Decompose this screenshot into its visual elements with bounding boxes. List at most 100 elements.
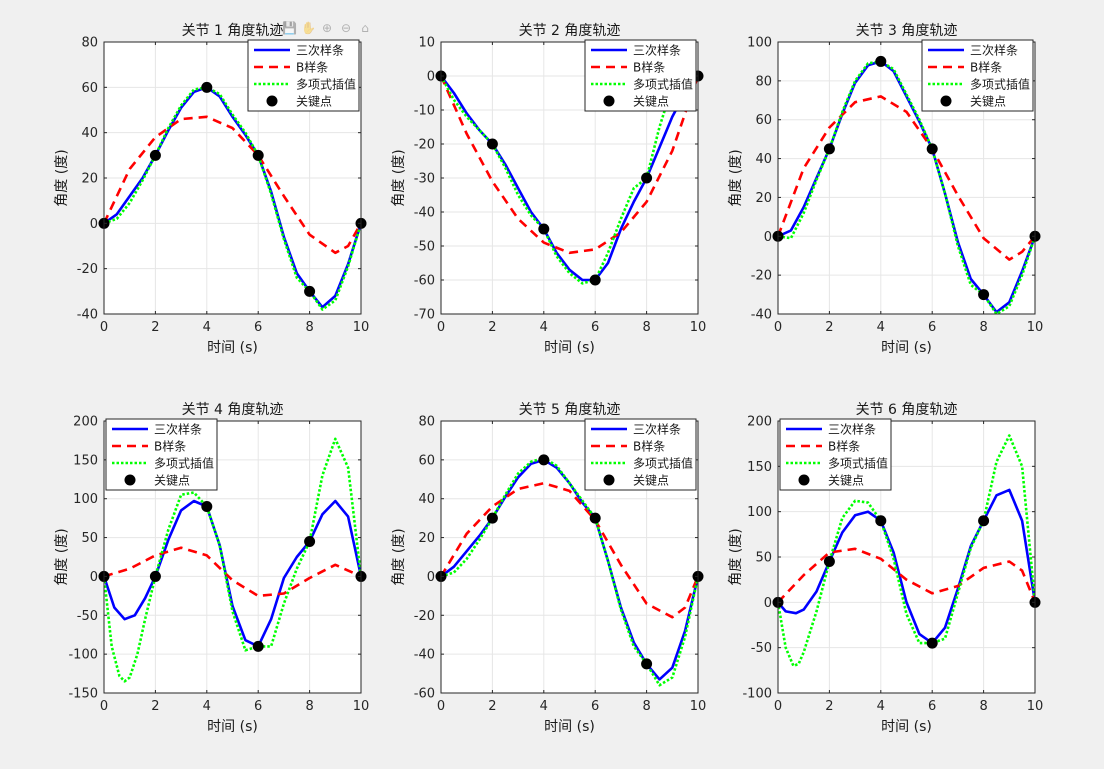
x-tick-label: 2: [488, 320, 496, 335]
x-tick-label: 6: [928, 699, 936, 714]
x-tick-label: 4: [203, 320, 211, 335]
x-tick-label: 6: [591, 320, 599, 335]
grid-lines: [440, 420, 699, 694]
legend-label: 三次样条: [154, 422, 202, 437]
legend-label: 多项式插值: [970, 77, 1030, 92]
series-line-bspline: [778, 547, 1035, 604]
legend-marker-keypoint: [266, 95, 278, 107]
legend-box: [105, 418, 218, 491]
x-axis-label: 时间 (s): [881, 340, 932, 356]
keypoint-marker: [926, 143, 938, 155]
legend-label: 关键点: [296, 95, 332, 109]
keypoint-marker: [823, 143, 835, 155]
legend-box: [779, 418, 892, 491]
series-group: [104, 86, 361, 311]
y-tick-label: 20: [81, 172, 98, 187]
y-tick-label: 150: [73, 453, 98, 468]
x-tick-label: 0: [100, 699, 108, 714]
series-line-poly: [441, 67, 698, 285]
x-tick-label: 2: [488, 699, 496, 714]
x-tick-label: 0: [437, 699, 445, 714]
keypoint-marker: [538, 223, 550, 235]
series-group: [778, 60, 1035, 314]
legend-marker-keypoint: [603, 474, 615, 486]
zoom-out-icon[interactable]: ⊖: [340, 21, 352, 35]
x-tick-label: 4: [877, 699, 885, 714]
legend-label: 多项式插值: [828, 456, 888, 471]
keypoint-marker: [304, 285, 316, 297]
series-line-poly: [778, 60, 1035, 314]
y-tick-label: -20: [77, 262, 98, 277]
keypoint-marker: [926, 637, 938, 649]
y-tick-label: -150: [68, 687, 98, 702]
legend-label: B样条: [828, 439, 860, 454]
legend-box: [584, 39, 697, 112]
x-tick-label: 8: [979, 320, 987, 335]
keypoint-marker: [149, 570, 161, 582]
legend-marker-keypoint: [124, 474, 136, 486]
axes-frame: [777, 41, 1036, 315]
keypoint-marker: [978, 515, 990, 527]
keypoint-marker: [252, 640, 264, 652]
axes-frame: [440, 420, 699, 694]
y-tick-label: 40: [81, 126, 98, 141]
y-tick-label: -100: [68, 648, 98, 663]
chart-title: 关节 6 角度轨迹: [856, 402, 958, 418]
y-tick-label: 0: [90, 217, 98, 232]
x-tick-label: 2: [151, 320, 159, 335]
y-tick-label: 100: [73, 492, 98, 507]
series-line-bspline: [104, 115, 361, 255]
y-tick-label: -50: [77, 609, 98, 624]
y-tick-label: 100: [747, 36, 772, 51]
y-tick-label: -40: [414, 648, 435, 663]
y-tick-label: -70: [414, 308, 435, 323]
x-tick-label: 8: [305, 699, 313, 714]
pan-icon[interactable]: ✋: [301, 21, 316, 35]
keypoint-marker: [823, 556, 835, 568]
legend-label: 三次样条: [828, 422, 876, 437]
x-tick-label: 4: [203, 699, 211, 714]
chart-title: 关节 5 角度轨迹: [519, 402, 621, 418]
series-line-bspline: [778, 95, 1035, 261]
series-line-poly: [104, 86, 361, 311]
axes-toolbar: 💾 ✋ ⊕ ⊖ ⌂: [282, 20, 372, 36]
legend-box: [584, 418, 697, 491]
save-icon[interactable]: 💾: [282, 21, 297, 35]
y-tick-label: 0: [427, 70, 435, 85]
keypoint-marker: [589, 274, 601, 286]
legend-label: 关键点: [970, 95, 1006, 109]
x-tick-label: 10: [353, 699, 370, 714]
y-tick-label: 80: [418, 415, 435, 430]
keypoint-marker: [149, 149, 161, 161]
x-tick-label: 0: [437, 320, 445, 335]
y-tick-label: 60: [755, 113, 772, 128]
legend-label: 三次样条: [633, 43, 681, 58]
legend-label: 多项式插值: [296, 77, 356, 92]
y-tick-label: 200: [747, 415, 772, 430]
zoom-in-icon[interactable]: ⊕: [321, 21, 333, 35]
y-tick-label: -50: [751, 641, 772, 656]
legend-label: B样条: [633, 60, 665, 75]
series-line-bspline: [104, 546, 361, 598]
x-axis-label: 时间 (s): [207, 719, 258, 735]
series-group: [441, 67, 698, 285]
x-tick-label: 2: [825, 699, 833, 714]
y-tick-label: -30: [414, 172, 435, 187]
x-axis-label: 时间 (s): [881, 719, 932, 735]
y-tick-label: 0: [764, 230, 772, 245]
y-tick-label: 40: [418, 492, 435, 507]
legend-label: B样条: [154, 439, 186, 454]
keypoint-marker: [201, 500, 213, 512]
legend-label: B样条: [296, 60, 328, 75]
home-icon[interactable]: ⌂: [361, 21, 369, 35]
chart-4: 0 2 4 6 8 10 -150 -100 -50 0 50 100 150 200 关节 4 角度轨迹时…: [54, 402, 369, 735]
legend-label: 多项式插值: [154, 456, 214, 471]
x-tick-label: 10: [690, 320, 707, 335]
series-line-cubic: [778, 488, 1035, 645]
keypoint-marker: [641, 172, 653, 184]
